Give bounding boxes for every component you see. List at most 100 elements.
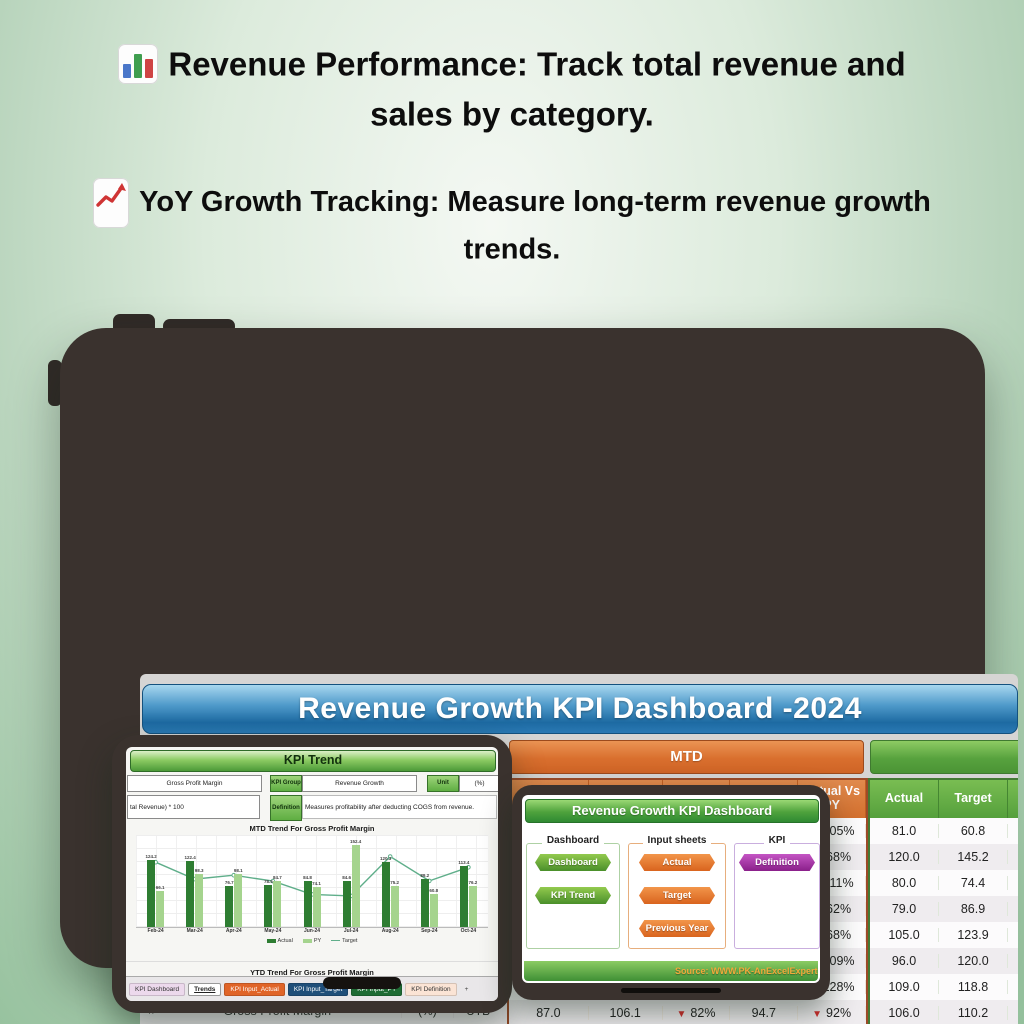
mtd-py-cell: 94.7: [730, 1006, 799, 1020]
nav-button-kpi-trend[interactable]: KPI Trend: [535, 887, 611, 904]
chart-x-labels: Feb-24 Mar-24 Apr-24 May-24 Jun-24 Jul-24 Aug-…: [136, 928, 488, 936]
ytd-actual-vs-target-cell: ▼: [1008, 850, 1018, 864]
bar-value-label: 75.2: [390, 880, 400, 886]
bar-value-label: 74.1: [312, 880, 321, 886]
kpi-selector-dropdown[interactable]: Gross Profit Margin: [127, 775, 262, 792]
legend-swatch: [331, 939, 341, 942]
down-arrow-icon: ▼: [676, 1009, 687, 1020]
ytd-actual-vs-target-cell: ▲: [1008, 876, 1018, 890]
nav-button-target[interactable]: Target: [639, 887, 715, 904]
table-row: 80.074.4▲: [870, 870, 1018, 896]
bar-value-label: 152.4: [349, 838, 362, 844]
bullet-text: YoY Growth Tracking: Measure long-term r…: [139, 186, 931, 266]
bar-value-label: 84.8: [303, 875, 312, 881]
ytd-actual-vs-target-cell: ▼: [1008, 1006, 1018, 1020]
section-header-mtd: MTD: [509, 740, 864, 774]
bar-value-label: 124.2: [145, 853, 157, 859]
workbook-tab-kpi-dashboard[interactable]: KPI Dashboard: [129, 982, 186, 996]
nav-device-frame: Revenue Growth KPI Dashboard Source: WWW…: [512, 785, 830, 1000]
legend-swatch: [302, 938, 312, 943]
nav-button-definition[interactable]: Definition: [739, 854, 815, 871]
bar-value-label: 66.1: [155, 885, 165, 891]
nav-button-dashboard[interactable]: Dashboard: [535, 854, 611, 871]
ytd-target-cell: 118.8: [939, 980, 1008, 994]
source-bar: Source: WWW.PK-AnExcelExpert.Com: [524, 961, 818, 981]
legend-item-py: PY: [302, 938, 321, 944]
bullet-revenue-performance: Revenue Performance: Track total revenue…: [80, 38, 944, 138]
workbook-tab-kpi-input-actual[interactable]: KPI Input_Actual: [224, 982, 285, 996]
ytd-target-cell: 74.4: [939, 876, 1008, 890]
bar-actual: [186, 860, 195, 927]
nav-group-label: KPI: [735, 835, 819, 846]
ytd-label: YTD: [871, 741, 1018, 773]
nav-group-label: Dashboard: [527, 835, 619, 846]
bar-value-label: 60.8: [429, 888, 439, 894]
ytd-target-cell: 123.9: [939, 928, 1008, 942]
bar-value-label: 76.7: [224, 879, 234, 885]
bar-value-label: 120.3: [380, 855, 392, 861]
ytd-target-cell: 145.2: [939, 850, 1008, 864]
x-axis-label: Feb-24: [147, 928, 164, 934]
x-axis-label: Apr-24: [225, 928, 242, 934]
bar-py: [351, 844, 360, 927]
ytd-actual-cell: 80.0: [870, 876, 939, 890]
bar-actual: [459, 865, 468, 927]
kpi-group-label: KPI Group: [270, 775, 302, 792]
ytd-actual-cell: 120.0: [870, 850, 939, 864]
x-axis-label: Aug-24: [381, 928, 399, 934]
nav-button-actual[interactable]: Actual: [639, 854, 715, 871]
bar-value-label: 89.2: [420, 872, 430, 878]
ytd-actual-vs-target-cell: ▼: [1008, 902, 1018, 916]
home-indicator: [323, 977, 401, 989]
nav-group-input-sheets: Input sheets Actual Target Previous Year: [628, 835, 726, 949]
dashboard-title: Revenue Growth KPI Dashboard -2024: [142, 684, 1018, 734]
bar-py: [312, 886, 321, 927]
bar-value-label: 76.2: [468, 879, 478, 885]
table-row: 87.0 106.1 ▼ 82% 94.7 ▼ 92%: [509, 1000, 867, 1024]
mtd-chart-title: MTD Trend For Gross Profit Margin: [249, 824, 375, 833]
bar-actual: [381, 861, 390, 927]
kpi-trend-title: KPI Trend: [130, 750, 496, 772]
workbook-tab-trends[interactable]: Trends: [188, 982, 222, 996]
ytd-rows: 81.060.8▲120.0145.2▼80.074.4▲79.086.9▼10…: [870, 818, 1018, 1024]
legend-item-actual: Actual: [266, 938, 293, 944]
nav-button-previous-year[interactable]: Previous Year: [639, 920, 715, 937]
nav-group-label-text: Input sheets: [642, 835, 712, 846]
workbook-tab-bar: KPI Dashboard Trends KPI Input_Actual KPI I…: [126, 976, 498, 1001]
bar-value-label: 84.6: [342, 875, 351, 881]
ytd-actual-cell: 106.0: [870, 1006, 939, 1020]
source-text: Source: WWW.PK-AnExcelExpert.Com: [674, 966, 818, 976]
workbook-tab--[interactable]: +: [464, 985, 469, 993]
bar-py: [429, 894, 438, 927]
bullet-text: Revenue Performance: Track total revenue…: [168, 45, 906, 133]
bar-value-label: 78.5: [264, 878, 273, 884]
bar-actual: [225, 885, 234, 927]
unit-value: (%): [459, 775, 498, 792]
ytd-actual-vs-target-cell: ▼: [1008, 954, 1018, 968]
x-axis-label: May-24: [264, 928, 282, 934]
nav-group-label-text: KPI: [763, 835, 791, 846]
ytd-actual-cell: 79.0: [870, 902, 939, 916]
bar-actual: [420, 878, 429, 927]
bullet-yoy-growth: YoY Growth Tracking: Measure long-term r…: [80, 178, 944, 272]
kpi-formula: tal Revenue) * 100: [127, 795, 260, 819]
ytd-target-cell: 60.8: [939, 824, 1008, 838]
nav-group-dashboard: Dashboard Dashboard KPI Trend: [526, 835, 620, 949]
workbook-tab-kpi-definition[interactable]: KPI Definition: [405, 982, 457, 996]
mtd-actual-cell: 87.0: [509, 1006, 589, 1020]
mtd-actual-vs-py-cell: ▼ 92%: [798, 1006, 867, 1020]
ytd-actual-cell: 109.0: [870, 980, 939, 994]
bar-actual: [342, 881, 351, 927]
ytd-actual-vs-target-cell: ▼: [1008, 928, 1018, 942]
table-row: 81.060.8▲: [870, 818, 1018, 844]
section-header-ytd: YTD: [870, 740, 1018, 774]
ytd-section: ActualTargetActual Vs Target 81.060.8▲12…: [868, 778, 1018, 1024]
bar-value-label: 113.4: [458, 859, 470, 865]
definition-value: Measures profitability after deducting C…: [302, 795, 497, 819]
bar-py: [273, 881, 282, 927]
